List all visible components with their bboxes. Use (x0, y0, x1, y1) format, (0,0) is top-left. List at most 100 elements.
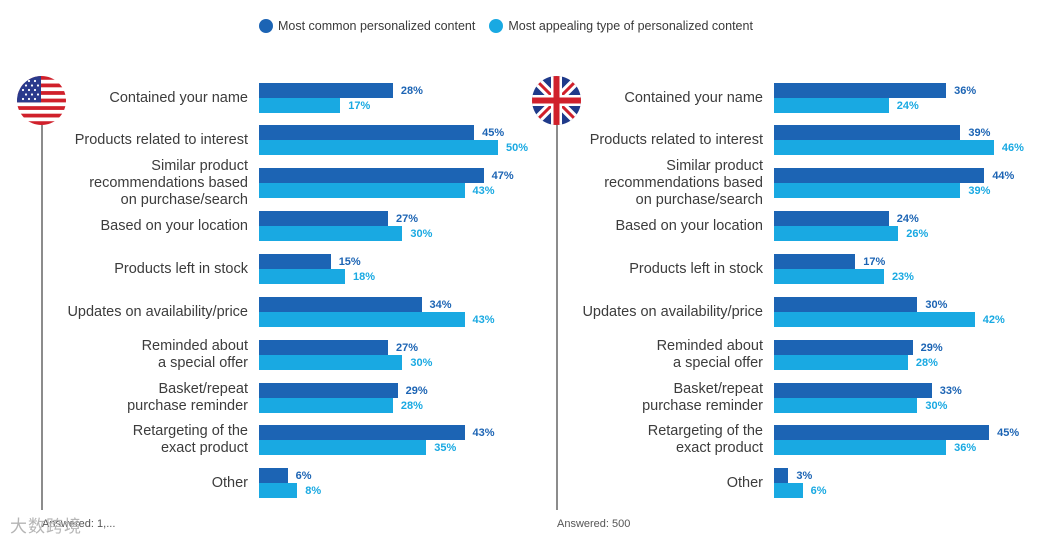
uk-bar-appealing (774, 98, 889, 113)
uk-category-label: Basket/repeat purchase reminder (642, 381, 763, 414)
uk-bar-common (774, 297, 918, 312)
us-value-label-common: 6% (295, 470, 312, 482)
uk-category-label: Similar product recommendations based on… (604, 157, 763, 208)
us-value-label-common: 27% (396, 213, 419, 225)
uk-bar-appealing (774, 226, 899, 241)
uk-value-label-appealing: 28% (915, 357, 938, 369)
us-category-label: Similar product recommendations based on… (89, 157, 248, 208)
uk-value-label-appealing: 36% (954, 442, 977, 454)
us-category-label: Products left in stock (114, 260, 248, 277)
us-value-label-appealing: 30% (410, 228, 433, 240)
us-value-label-common: 47% (491, 170, 514, 182)
us-bar-appealing (259, 440, 427, 455)
uk-bar-common (774, 211, 889, 226)
uk-bar-appealing (774, 398, 918, 413)
us-bar-common (259, 340, 389, 355)
legend-label-appealing: Most appealing type of personalized cont… (508, 19, 753, 33)
uk-bar-appealing (774, 183, 961, 198)
us-value-label-common: 43% (472, 427, 495, 439)
uk-bar-appealing (774, 355, 908, 370)
us-answered-note: Answered: 1,... (42, 518, 116, 530)
uk-value-label-appealing: 39% (968, 185, 991, 197)
us-bar-appealing (259, 269, 346, 284)
us-axis-line (41, 120, 43, 510)
uk-value-label-common: 24% (896, 213, 919, 225)
uk-value-label-common: 30% (925, 299, 948, 311)
us-bar-appealing (259, 183, 465, 198)
us-category-label: Other (211, 474, 248, 491)
uk-bar-appealing (774, 312, 975, 327)
uk-value-label-appealing: 26% (906, 228, 929, 240)
uk-category-label: Contained your name (624, 89, 763, 106)
us-value-label-appealing: 50% (506, 142, 529, 154)
us-category-label: Products related to interest (74, 131, 248, 148)
uk-bar-appealing (774, 140, 994, 155)
us-bar-appealing (259, 140, 498, 155)
us-value-label-common: 27% (396, 342, 419, 354)
us-category-label: Based on your location (100, 217, 248, 234)
uk-bar-appealing (774, 269, 884, 284)
us-value-label-common: 15% (338, 256, 361, 268)
us-category-label: Reminded about a special offer (141, 338, 248, 371)
us-bar-appealing (259, 355, 403, 370)
chart-legend: Most common personalized content Most ap… (259, 16, 767, 36)
uk-axis-line (556, 120, 558, 510)
us-bar-common (259, 468, 288, 483)
uk-chart-panel: Answered: 500 Contained your name 36% 24% P… (515, 70, 1024, 540)
us-category-label: Retargeting of the exact product (132, 423, 248, 456)
us-category-label: Basket/repeat purchase reminder (127, 381, 248, 414)
uk-bar-common (774, 425, 990, 440)
us-bar-appealing (259, 98, 341, 113)
us-bar-appealing (259, 483, 298, 498)
uk-bar-common (774, 168, 985, 183)
us-bar-common (259, 211, 389, 226)
us-value-label-common: 45% (482, 127, 505, 139)
us-chart-panel: Answered: 1,... Contained your name 28% 17… (0, 70, 528, 540)
watermark-text: 大数跨境 (10, 517, 82, 536)
legend-label-common: Most common personalized content (278, 19, 476, 33)
uk-bar-common (774, 468, 789, 483)
uk-category-label: Products related to interest (589, 131, 763, 148)
uk-bar-common (774, 254, 856, 269)
uk-category-label: Updates on availability/price (582, 303, 763, 320)
uk-value-label-appealing: 42% (982, 314, 1005, 326)
uk-value-label-common: 45% (997, 427, 1020, 439)
legend-dot-appealing (489, 19, 504, 33)
uk-bar-common (774, 83, 947, 98)
us-value-label-appealing: 35% (434, 442, 457, 454)
uk-value-label-appealing: 23% (891, 271, 914, 283)
uk-category-label: Products left in stock (629, 260, 763, 277)
uk-value-label-common: 29% (920, 342, 943, 354)
us-value-label-common: 29% (405, 385, 428, 397)
us-bar-common (259, 168, 484, 183)
uk-value-label-appealing: 46% (1001, 142, 1024, 154)
uk-bar-common (774, 125, 961, 140)
uk-value-label-common: 36% (954, 85, 977, 97)
us-value-label-appealing: 17% (348, 100, 371, 112)
us-bar-appealing (259, 398, 393, 413)
legend-item-appealing: Most appealing type of personalized cont… (489, 19, 753, 33)
uk-bar-common (774, 383, 932, 398)
us-bar-common (259, 297, 422, 312)
uk-value-label-appealing: 30% (925, 400, 948, 412)
us-bar-appealing (259, 312, 465, 327)
uk-bar-common (774, 340, 913, 355)
us-value-label-common: 34% (429, 299, 452, 311)
us-bar-common (259, 383, 398, 398)
uk-value-label-common: 39% (968, 127, 991, 139)
us-value-label-common: 28% (400, 85, 423, 97)
legend-item-common: Most common personalized content (259, 19, 475, 33)
uk-value-label-appealing: 6% (810, 485, 827, 497)
uk-answered-note: Answered: 500 (557, 518, 631, 530)
uk-category-label: Reminded about a special offer (656, 338, 763, 371)
uk-category-label: Other (726, 474, 763, 491)
us-category-label: Updates on availability/price (67, 303, 248, 320)
us-bar-common (259, 254, 331, 269)
uk-value-label-common: 44% (992, 170, 1015, 182)
uk-bar-appealing (774, 483, 803, 498)
us-bar-common (259, 125, 475, 140)
us-value-label-appealing: 43% (472, 185, 495, 197)
us-value-label-appealing: 28% (400, 400, 423, 412)
uk-value-label-common: 33% (939, 385, 962, 397)
us-flag-icon (17, 76, 66, 125)
